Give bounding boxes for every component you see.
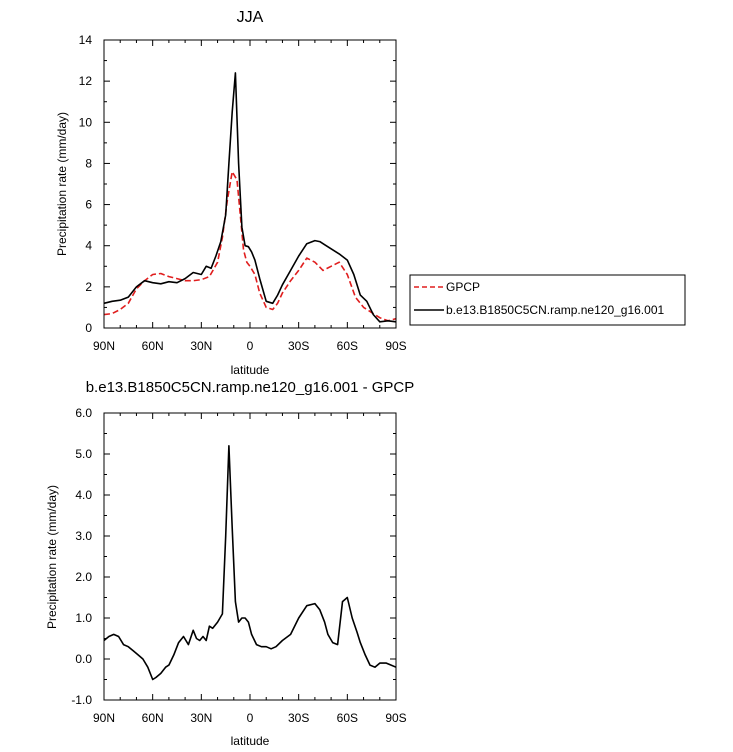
panel2-ytick-label: 0.0 — [75, 652, 92, 666]
panel2-xtick-label: 90N — [93, 711, 115, 725]
panel2-ytick-label: 4.0 — [75, 488, 92, 502]
panel2-ylabel: Precipitation rate (mm/day) — [45, 485, 59, 629]
panel2-ytick-label: 3.0 — [75, 529, 92, 543]
panel2-plot-frame — [103, 412, 397, 701]
panel1-xtick-label: 60N — [142, 339, 164, 353]
panel1-ytick-label: 2 — [85, 280, 92, 294]
mean-precipitation-panel: JJA 90N 60N 30N 0 30S 60S 90S 0 2 4 6 8 10 12 14 latit… — [55, 9, 686, 377]
panel1-plot-frame — [103, 39, 397, 329]
legend-gpcp-label: GPCP — [446, 280, 480, 294]
legend-box — [409, 274, 686, 326]
panel2-ytick-label: 6.0 — [75, 406, 92, 420]
panel2-xtick-label: 90S — [385, 711, 406, 725]
panel1-series-line-1 — [103, 72, 397, 323]
panel2-xlabel: latitude — [231, 734, 270, 748]
panel1-ytick-label: 0 — [85, 321, 92, 335]
panel1-ytick-label: 14 — [79, 33, 93, 47]
panel1-series-line-0 — [103, 170, 397, 322]
panel2-xtick-label: 0 — [247, 711, 254, 725]
panel1-xtick-label: 90N — [93, 339, 115, 353]
panel2-ytick-label: 2.0 — [75, 570, 92, 584]
panel1-xtick-label: 60S — [337, 339, 358, 353]
panel2-xtick-label: 60S — [337, 711, 358, 725]
panel2-ytick-label: 5.0 — [75, 447, 92, 461]
panel1-ytick-label: 4 — [85, 239, 92, 253]
panel1-ytick-label: 6 — [85, 198, 92, 212]
panel2-ytick-label: 1.0 — [75, 611, 92, 625]
panel2-ytick-label: -1.0 — [71, 693, 92, 707]
panel1-xtick-label: 30S — [288, 339, 309, 353]
panel1-xtick-label: 30N — [190, 339, 212, 353]
panel1-title: JJA — [237, 9, 264, 26]
panel1-legend: GPCP b.e13.B1850C5CN.ramp.ne120_g16.001 — [409, 274, 686, 326]
panel2-series-line-0 — [103, 444, 397, 681]
panel1-ylabel: Precipitation rate (mm/day) — [55, 112, 69, 256]
panel1-ytick-label: 12 — [79, 74, 93, 88]
panel1-xlabel: latitude — [231, 363, 270, 377]
legend-model-label: b.e13.B1850C5CN.ramp.ne120_g16.001 — [446, 303, 664, 317]
panel1-ytick-label: 10 — [79, 115, 93, 129]
difference-panel: b.e13.B1850C5CN.ramp.ne120_g16.001 - GPC… — [45, 379, 414, 748]
panel2-title: b.e13.B1850C5CN.ramp.ne120_g16.001 - GPC… — [86, 379, 415, 396]
panel1-xtick-label: 90S — [385, 339, 406, 353]
panel1-ytick-label: 8 — [85, 156, 92, 170]
panel1-xtick-label: 0 — [247, 339, 254, 353]
panel2-xtick-label: 30S — [288, 711, 309, 725]
panel2-xtick-label: 30N — [190, 711, 212, 725]
panel2-xtick-label: 60N — [142, 711, 164, 725]
